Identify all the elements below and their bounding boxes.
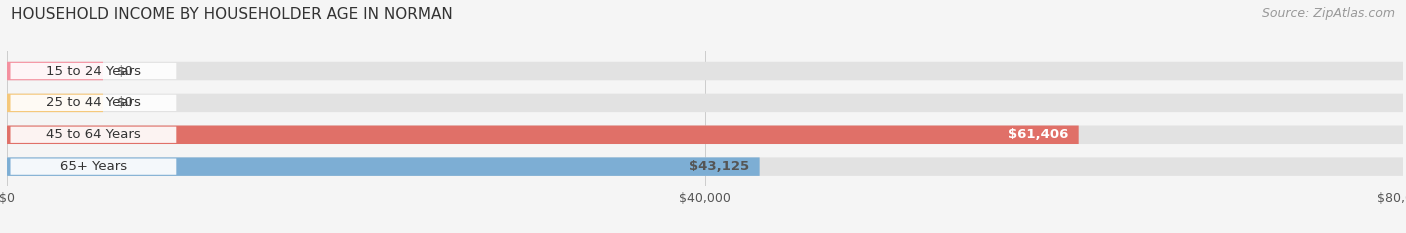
FancyBboxPatch shape: [7, 94, 103, 112]
Text: $0: $0: [117, 96, 134, 110]
FancyBboxPatch shape: [10, 95, 176, 111]
FancyBboxPatch shape: [10, 63, 176, 79]
Text: 15 to 24 Years: 15 to 24 Years: [46, 65, 141, 78]
FancyBboxPatch shape: [7, 158, 1403, 176]
Text: HOUSEHOLD INCOME BY HOUSEHOLDER AGE IN NORMAN: HOUSEHOLD INCOME BY HOUSEHOLDER AGE IN N…: [11, 7, 453, 22]
FancyBboxPatch shape: [10, 127, 176, 143]
FancyBboxPatch shape: [10, 158, 176, 175]
Text: Source: ZipAtlas.com: Source: ZipAtlas.com: [1261, 7, 1395, 20]
Text: 25 to 44 Years: 25 to 44 Years: [46, 96, 141, 110]
FancyBboxPatch shape: [7, 126, 1403, 144]
FancyBboxPatch shape: [7, 62, 103, 80]
Text: $0: $0: [117, 65, 134, 78]
FancyBboxPatch shape: [7, 94, 1403, 112]
Text: 65+ Years: 65+ Years: [60, 160, 127, 173]
Text: $43,125: $43,125: [689, 160, 749, 173]
Text: $61,406: $61,406: [1008, 128, 1069, 141]
FancyBboxPatch shape: [7, 62, 1403, 80]
FancyBboxPatch shape: [7, 126, 1078, 144]
FancyBboxPatch shape: [7, 158, 759, 176]
Text: 45 to 64 Years: 45 to 64 Years: [46, 128, 141, 141]
